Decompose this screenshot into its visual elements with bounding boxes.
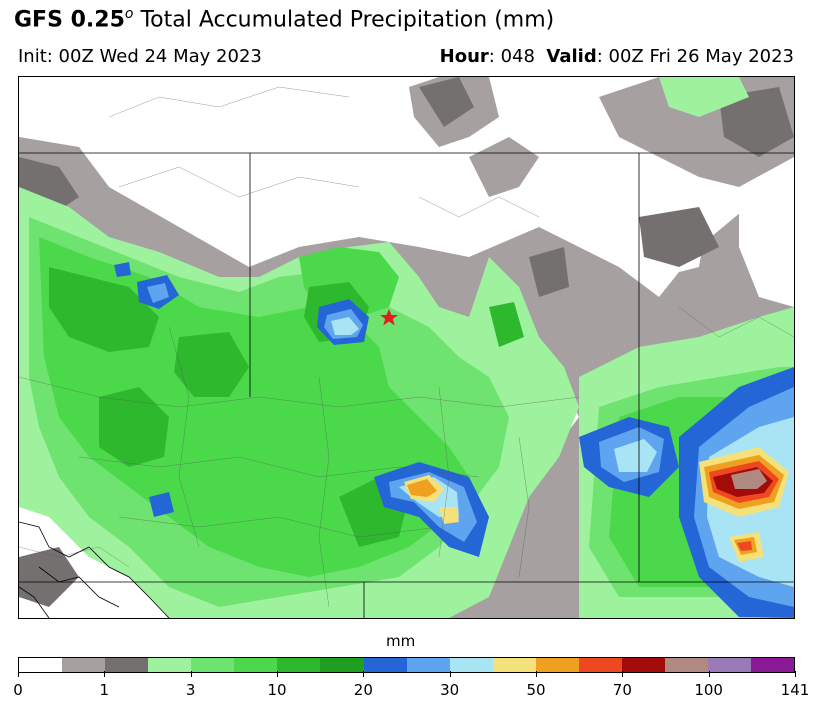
- colorbar-swatch: [277, 658, 321, 672]
- map-svg: [19, 77, 794, 618]
- colorbar-swatch: [708, 658, 752, 672]
- colorbar-swatch: [363, 658, 407, 672]
- valid-time: Hour: 048 Valid: 00Z Fri 26 May 2023: [440, 46, 794, 67]
- colorbar-swatch: [578, 658, 622, 672]
- colorbar-swatch: [535, 658, 579, 672]
- colorbar-tick-label: 141: [780, 681, 810, 699]
- valid-label: Valid: [546, 46, 597, 67]
- colorbar-tick: [795, 671, 796, 677]
- colorbar-tick: [190, 671, 192, 677]
- colorbar-swatch: [62, 658, 106, 672]
- colorbar-tick-label: 3: [185, 681, 196, 699]
- colorbar-tick: [18, 671, 19, 677]
- hour-label: Hour: [439, 46, 489, 67]
- hour-value: : 048: [488, 46, 535, 67]
- colorbar-swatch: [449, 658, 493, 672]
- county-lines: [19, 86, 794, 608]
- colorbar-tick-label: 70: [612, 681, 632, 699]
- colorbar-tick-label: 30: [440, 681, 460, 699]
- colorbar-tick: [363, 671, 365, 677]
- colorbar-tick: [449, 671, 451, 677]
- location-star-marker: [380, 309, 398, 326]
- colorbar-swatch: [492, 658, 536, 672]
- coastline: [19, 521, 170, 618]
- colorbar-tick-label: 100: [694, 681, 723, 699]
- colorbar-tick: [536, 671, 537, 677]
- colorbar-tick: [104, 671, 106, 677]
- colorbar-tick-label: 20: [353, 681, 373, 699]
- colorbar-swatch: [105, 658, 149, 672]
- colorbar-swatch: [320, 658, 364, 672]
- colorbar-tick-label: 50: [526, 681, 546, 699]
- title-rest: Total Accumulated Precipitation (mm): [133, 7, 555, 33]
- colorbar-tick: [622, 671, 624, 677]
- title-degree: o: [124, 6, 134, 22]
- title-model: GFS 0.25: [14, 7, 125, 33]
- colorbar-swatch: [191, 658, 235, 672]
- precipitation-map: [18, 76, 795, 619]
- colorbar-tick-label: 10: [267, 681, 287, 699]
- colorbar-swatch: [148, 658, 192, 672]
- colorbar: [18, 657, 795, 673]
- state-boundaries: [19, 152, 794, 618]
- colorbar-swatch: [406, 658, 450, 672]
- init-time: Init: 00Z Wed 24 May 2023: [18, 46, 262, 67]
- colorbar-swatch: [751, 658, 795, 672]
- colorbar-unit-label: mm: [386, 632, 416, 650]
- colorbar-tick: [277, 671, 278, 677]
- colorbar-swatch: [234, 658, 278, 672]
- colorbar-swatch: [664, 658, 708, 672]
- colorbar-tick-label: 0: [13, 681, 23, 699]
- colorbar-swatch: [621, 658, 665, 672]
- colorbar-tick: [708, 671, 710, 677]
- precip-mauve: [731, 469, 767, 489]
- colorbar-swatch: [19, 658, 63, 672]
- valid-value: : 00Z Fri 26 May 2023: [596, 46, 794, 67]
- chart-title: GFS 0.25o Total Accumulated Precipitatio…: [14, 6, 554, 32]
- colorbar-tick-label: 1: [99, 681, 110, 699]
